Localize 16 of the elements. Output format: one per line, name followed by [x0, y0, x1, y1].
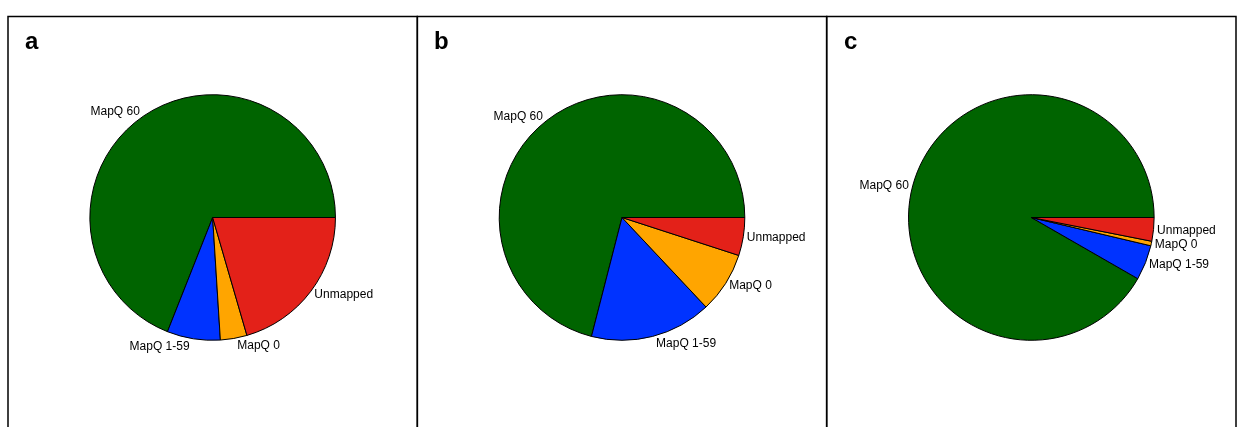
slice-label: Unmapped [746, 229, 806, 244]
slice-label: MapQ 1-59 [656, 336, 717, 351]
slice-label: MapQ 1-59 [1149, 256, 1210, 271]
slice-label: MapQ 0 [729, 278, 773, 293]
slice-label: MapQ 0 [1154, 236, 1198, 251]
slice-label: Unmapped [1157, 222, 1216, 237]
slice-label: MapQ 1-59 [129, 338, 190, 353]
slice-label: MapQ 0 [237, 338, 281, 353]
slice-label: MapQ 60 [493, 109, 544, 124]
chart-title: c [844, 27, 858, 54]
pie-slice [1030, 217, 1152, 280]
chart-title: b [434, 27, 449, 54]
slice-label: MapQ 60 [90, 104, 141, 119]
chart-title: a [25, 27, 39, 54]
slice-label: Unmapped [314, 286, 374, 301]
slice-label: MapQ 60 [859, 178, 910, 193]
